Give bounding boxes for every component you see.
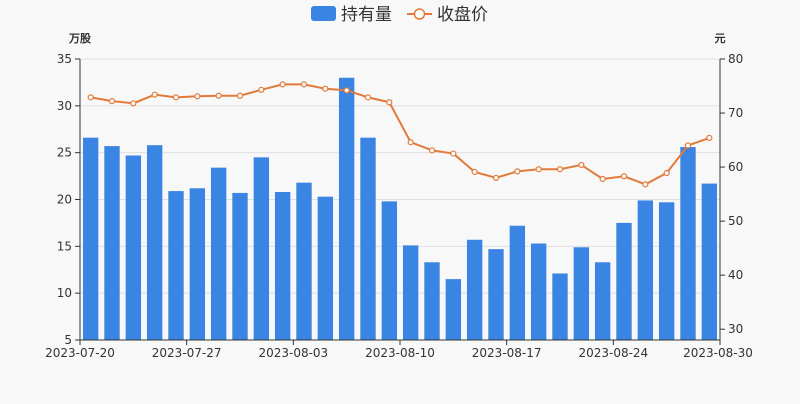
bar: [168, 191, 184, 340]
bar: [274, 192, 291, 340]
bar: [125, 155, 142, 340]
close-price-point: [428, 147, 436, 154]
legend-item-close-price[interactable]: 收盘价: [407, 5, 488, 25]
left-tick-label: 10: [57, 286, 72, 300]
bar: [360, 137, 376, 340]
legend-label-holding: 持有量: [341, 5, 392, 25]
close-price-point: [407, 139, 414, 146]
legend-item-holding[interactable]: 持有量: [311, 5, 392, 25]
bar: [701, 183, 718, 340]
right-tick-label: 60: [728, 160, 743, 174]
legend-line-marker: [413, 8, 426, 20]
close-price-point: [364, 94, 372, 101]
bar: [594, 262, 611, 340]
close-price-point: [642, 181, 649, 188]
legend[interactable]: 持有量 收盘价: [311, 5, 488, 25]
legend-label-close-price: 收盘价: [437, 5, 488, 25]
bar: [338, 77, 355, 340]
close-price-point: [578, 161, 585, 169]
right-tick-label: 70: [728, 106, 743, 120]
left-tick-label: 20: [57, 193, 72, 207]
close-price-point: [300, 81, 308, 88]
close-price-point: [236, 92, 244, 99]
close-price-point: [343, 87, 350, 94]
close-price-point: [108, 98, 116, 105]
bar: [637, 200, 654, 340]
close-price-point: [706, 134, 713, 141]
close-price-point: [620, 173, 628, 180]
bar: [82, 137, 99, 340]
close-price-point: [684, 142, 692, 149]
x-tick-label: 2023-08-24: [578, 346, 648, 360]
close-price-point: [87, 94, 94, 101]
x-tick-label: 2023-07-20: [45, 346, 115, 360]
bar: [530, 243, 547, 340]
left-axis-unit: 万股: [68, 32, 92, 45]
x-tick-label: 2023-08-03: [258, 346, 328, 360]
close-price-line: [90, 83, 710, 186]
bar: [317, 196, 334, 340]
right-tick-label: 50: [728, 214, 743, 228]
close-price-point: [556, 166, 564, 173]
bar: [210, 167, 227, 340]
x-tick-label: 2023-08-17: [472, 346, 542, 360]
x-tick-label: 2023-08-30: [683, 346, 753, 360]
close-price-point: [215, 92, 222, 99]
close-price-point: [514, 168, 521, 175]
bar: [573, 247, 590, 340]
right-tick-label: 80: [728, 52, 743, 66]
bar: [424, 262, 440, 340]
left-tick-label: 35: [57, 52, 72, 66]
close-price-point: [450, 150, 457, 157]
close-price-point: [279, 81, 286, 88]
bar: [253, 157, 270, 340]
right-axis-unit: 元: [715, 32, 726, 45]
close-price-point: [194, 93, 201, 100]
bar: [402, 245, 419, 340]
bar: [381, 201, 398, 340]
bar: [296, 182, 312, 340]
bar: [509, 225, 526, 340]
close-price-point: [386, 99, 393, 106]
x-tick-label: 2023-08-10: [365, 346, 435, 360]
left-tick-label: 25: [57, 146, 72, 160]
close-price-point: [322, 85, 329, 92]
bar: [232, 192, 248, 340]
right-tick-label: 40: [728, 268, 743, 282]
close-price-point: [151, 91, 158, 98]
x-tick-label: 2023-07-27: [152, 346, 222, 360]
bar: [488, 249, 504, 340]
bar: [146, 145, 163, 340]
bar: [680, 147, 696, 340]
close-price-point: [130, 100, 137, 107]
close-price-point: [172, 94, 180, 101]
bar: [445, 279, 462, 340]
left-tick-label: 5: [64, 333, 72, 347]
bar: [466, 239, 483, 340]
bar: [552, 273, 568, 340]
close-price-point: [599, 175, 606, 183]
close-price-point: [663, 169, 670, 177]
bar: [616, 222, 632, 340]
bar: [189, 188, 206, 340]
right-tick-label: 30: [728, 322, 743, 336]
bar: [104, 146, 120, 340]
close-price-point: [492, 174, 500, 181]
left-tick-label: 30: [57, 99, 72, 113]
close-price-point: [258, 86, 265, 93]
close-price-point: [471, 168, 478, 176]
legend-bar-swatch: [311, 6, 336, 21]
left-tick-label: 15: [57, 239, 72, 253]
bar: [658, 202, 675, 340]
close-price-point: [535, 166, 542, 173]
